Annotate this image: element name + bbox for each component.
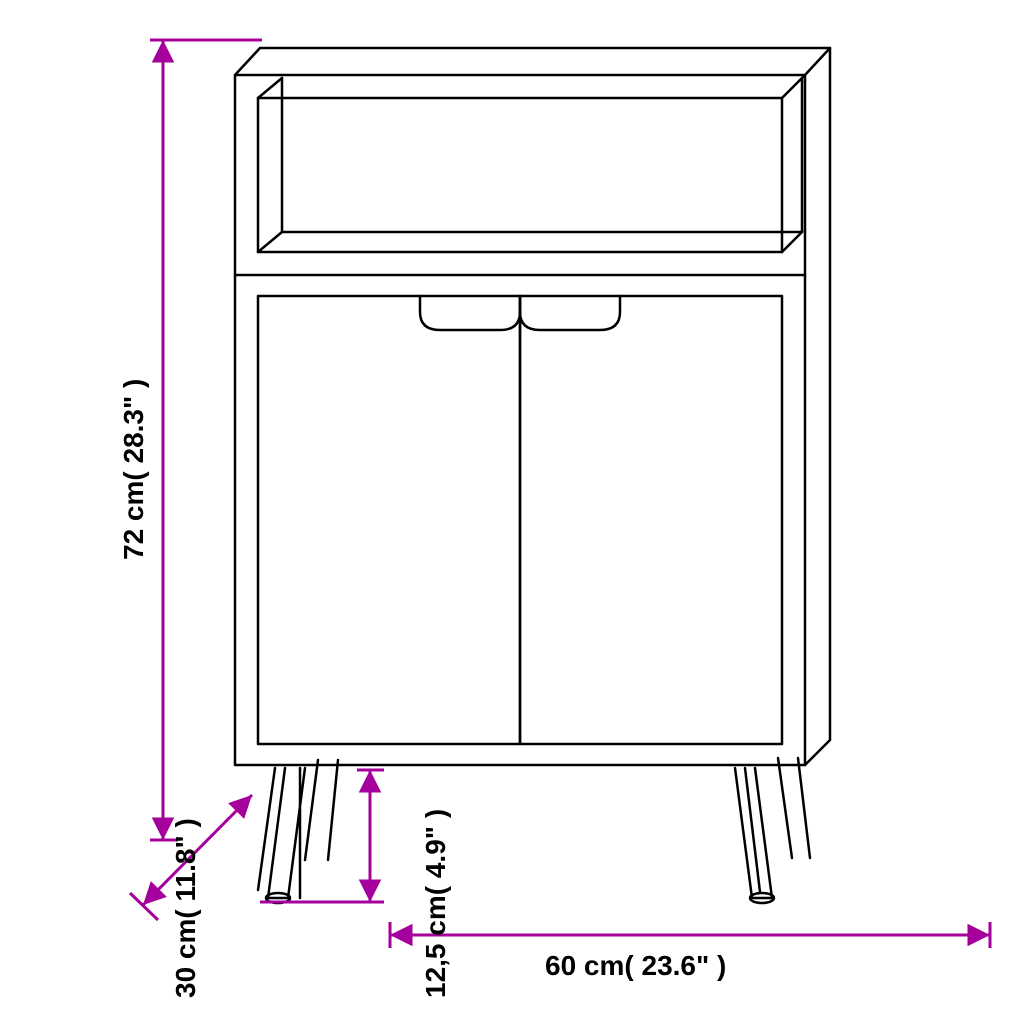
width-label-cm: 60 cm( 23.6" ) <box>545 950 726 982</box>
furniture-dimension-diagram: 72 cm( 28.3" ) 30 cm( 11.8" ) 12,5 cm( 4… <box>0 0 1024 1024</box>
cabinet-drawing <box>235 48 830 765</box>
height-label-cm: 72 cm( 28.3" ) <box>118 379 150 560</box>
diagram-svg <box>0 0 1024 1024</box>
depth-label-cm: 30 cm( 11.8" ) <box>170 818 202 998</box>
cabinet-legs <box>258 758 810 903</box>
leg-height-label-cm: 12,5 cm( 4.9" ) <box>420 809 452 998</box>
